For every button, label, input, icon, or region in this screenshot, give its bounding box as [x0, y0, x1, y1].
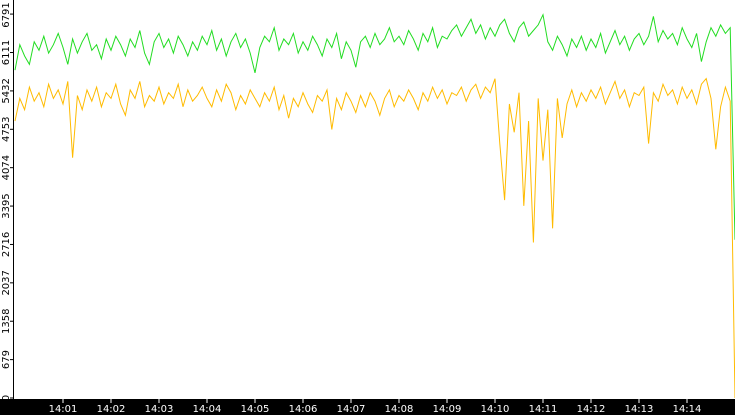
x-axis-bar	[0, 399, 735, 415]
y-tick-label: 6791	[1, 2, 12, 27]
y-tick-label: 2037	[1, 270, 12, 295]
x-tick-label: 14:06	[289, 404, 318, 415]
y-tick-label: 5432	[1, 78, 12, 103]
y-tick-label: 4753	[1, 117, 12, 142]
x-tick-label: 14:09	[433, 404, 462, 415]
series-line	[14, 13, 735, 240]
x-tick-label: 14:03	[145, 404, 174, 415]
y-tick-label: 3395	[1, 193, 12, 218]
x-tick-label: 14:14	[673, 404, 702, 415]
x-tick-label: 14:05	[241, 404, 270, 415]
x-tick-label: 14:12	[577, 404, 606, 415]
x-tick-label: 14:04	[193, 404, 222, 415]
y-tick-label: 0	[1, 395, 12, 401]
x-tick-label: 14:10	[481, 404, 510, 415]
x-tick-label: 14:01	[49, 404, 78, 415]
x-tick-label: 14:13	[625, 404, 654, 415]
y-tick-label: 1358	[1, 309, 12, 334]
x-tick-label: 14:02	[97, 404, 126, 415]
y-tick-label: 6111	[1, 40, 12, 65]
y-tick-label: 2716	[1, 232, 12, 257]
y-tick-label: 4074	[1, 155, 12, 180]
x-tick-label: 14:07	[337, 404, 366, 415]
y-tick-label: 679	[1, 350, 12, 369]
series-line	[14, 77, 735, 399]
x-tick-label: 14:08	[385, 404, 414, 415]
x-tick-label: 14:11	[529, 404, 558, 415]
